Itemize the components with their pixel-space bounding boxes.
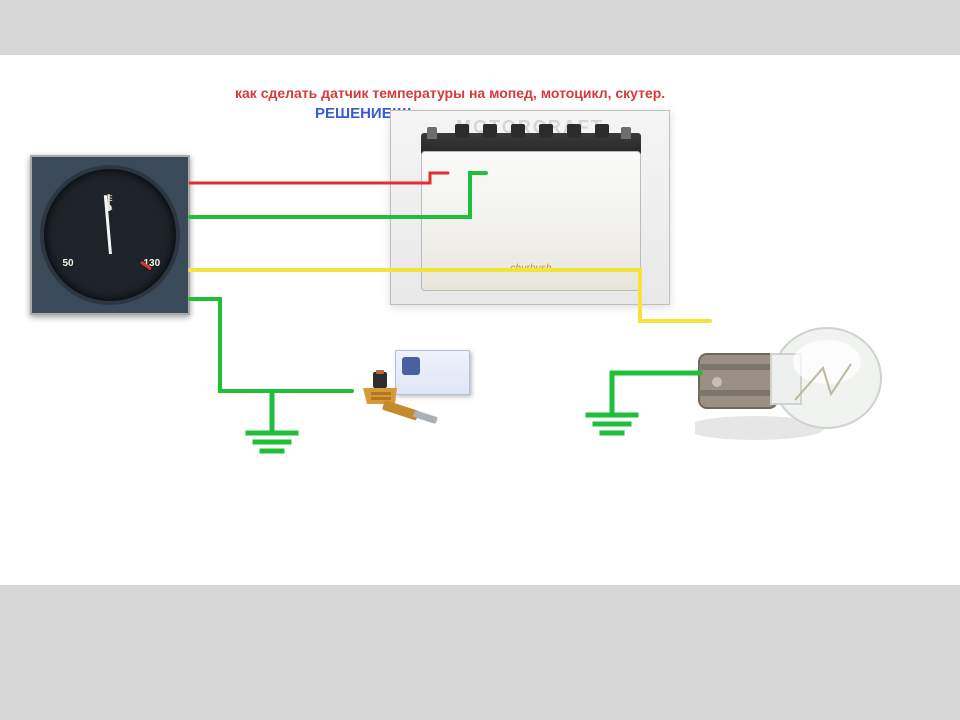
diagram-sheet: как сделать датчик температуры на мопед,… — [0, 55, 960, 585]
temperature-sensor — [345, 370, 455, 425]
battery-cap — [483, 124, 497, 138]
battery-cap — [511, 124, 525, 138]
battery-cap — [595, 124, 609, 138]
battery: MOTORCRAFT churbush — [390, 110, 670, 305]
battery-terminal-neg — [427, 127, 437, 139]
title-line-1: как сделать датчик температуры на мопед,… — [235, 85, 665, 101]
battery-case: churbush — [421, 151, 641, 291]
battery-cap — [455, 124, 469, 138]
gauge-low-label: 50 — [62, 258, 73, 269]
temperature-gauge: 50 130 — [30, 155, 190, 315]
battery-terminal-pos — [621, 127, 631, 139]
battery-cap — [567, 124, 581, 138]
gauge-face: 50 130 — [44, 169, 176, 301]
battery-brand: churbush — [422, 263, 640, 274]
battery-cap — [539, 124, 553, 138]
light-bulb — [695, 310, 890, 450]
